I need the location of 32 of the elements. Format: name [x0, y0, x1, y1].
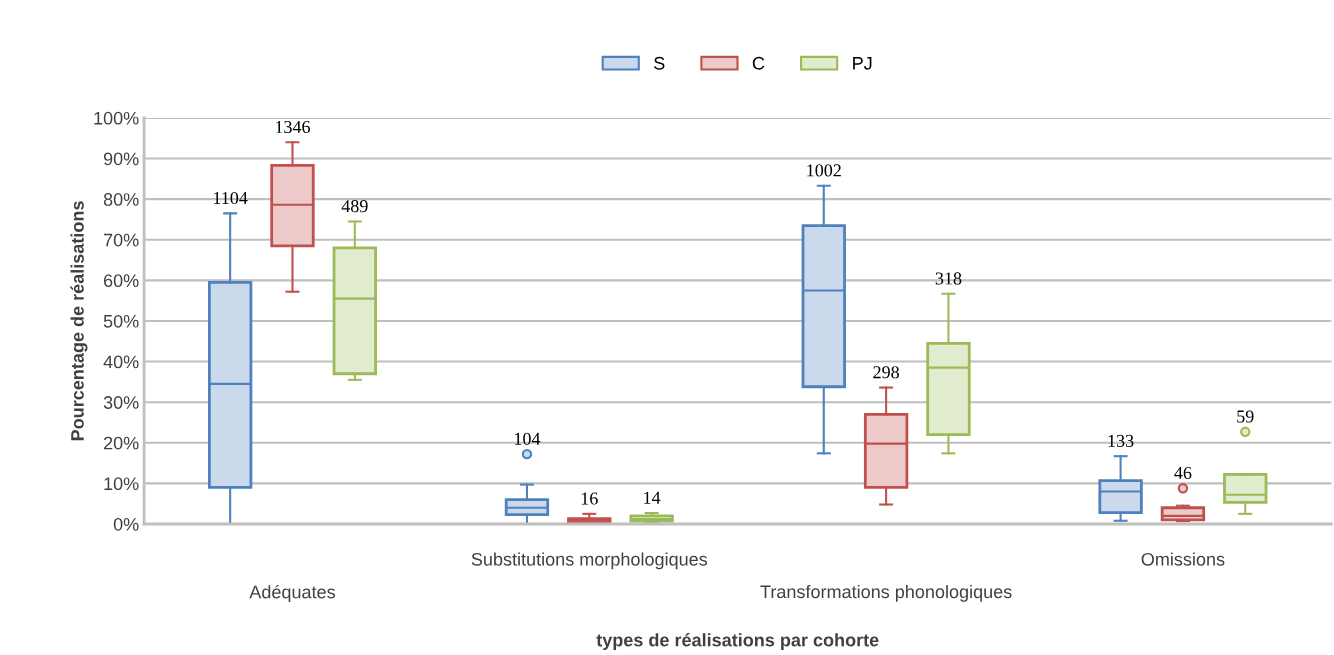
x-axis-title: types de réalisations par cohorte	[596, 633, 879, 651]
legend-label: S	[654, 56, 665, 70]
x-tick-label: Omissions	[1141, 552, 1225, 566]
text: 133	[1108, 434, 1134, 447]
y-tick-label: 70%	[104, 233, 139, 247]
text: 1346	[276, 120, 310, 134]
y-axis-title: Pourcentage de réalisations	[70, 201, 88, 441]
y-tick-label: 100%	[94, 111, 139, 125]
y-tick-label: 90%	[103, 152, 139, 166]
text: 298	[873, 366, 899, 379]
x-tick-label: Substitutions morphologiques	[471, 552, 708, 570]
y-tick-label: 80%	[103, 193, 139, 206]
text: 1104	[214, 191, 248, 205]
text: 489	[341, 200, 368, 213]
text: 318	[935, 272, 962, 285]
text: 1002	[807, 164, 841, 177]
legend-label: PJ	[853, 57, 872, 70]
text: 104	[515, 432, 541, 445]
text: 16	[581, 492, 598, 505]
text: 46	[1174, 466, 1192, 480]
legend-label: C	[752, 56, 765, 70]
y-tick-label: 60%	[103, 274, 139, 288]
text: 14	[644, 491, 661, 504]
y-tick-label: 20%	[103, 436, 139, 450]
y-tick-label: 30%	[103, 396, 139, 409]
text: 59	[1237, 410, 1254, 423]
y-tick-label: 0%	[113, 517, 139, 531]
x-tick-label: Adéquates	[249, 584, 335, 602]
y-tick-label: 10%	[104, 477, 139, 491]
x-tick-label: Transformations phonologiques	[760, 584, 1012, 602]
y-tick-label: 50%	[103, 314, 139, 328]
y-tick-label: 40%	[103, 355, 139, 369]
